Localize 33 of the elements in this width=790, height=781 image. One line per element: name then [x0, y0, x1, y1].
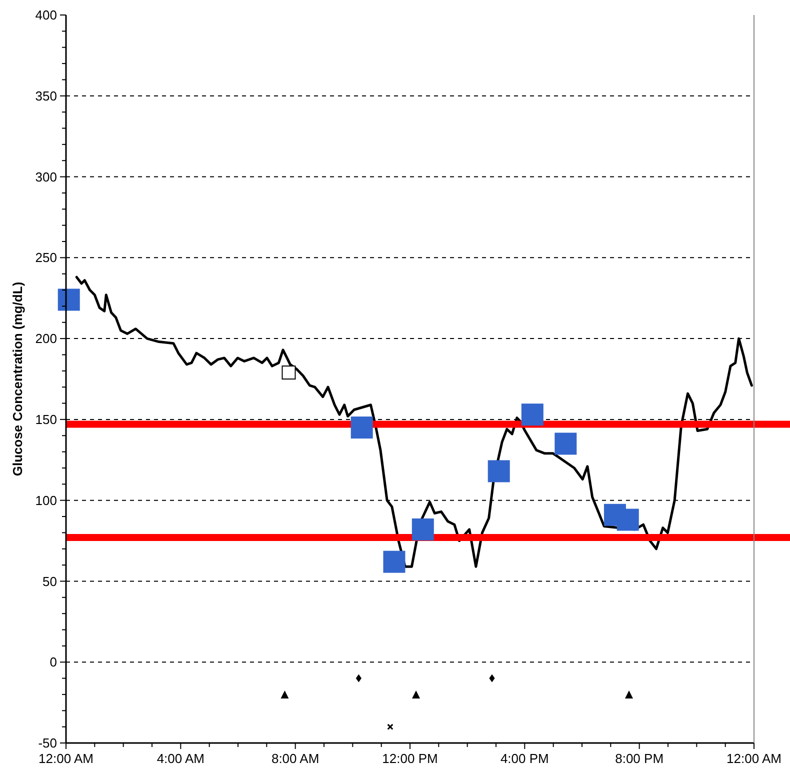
y-tick-label: 0	[50, 654, 57, 670]
point	[616, 508, 639, 531]
point	[412, 690, 420, 698]
x-tick-label: 8:00 PM	[615, 751, 664, 766]
x-tick-label: 12:00 PM	[382, 751, 438, 766]
point	[350, 416, 373, 439]
point	[387, 724, 394, 730]
point	[488, 460, 510, 482]
point	[625, 690, 634, 698]
y-tick-label: 400	[35, 8, 57, 23]
y-tick-label: 150	[35, 412, 57, 427]
point	[383, 550, 406, 573]
x-tick-label: 12:00 AM	[38, 751, 94, 766]
point	[280, 690, 289, 698]
y-tick-label: 250	[35, 250, 57, 266]
point	[489, 674, 495, 682]
point	[282, 366, 296, 380]
y-tick-label: 50	[42, 574, 57, 589]
y-tick-label: -50	[38, 736, 57, 751]
x-tick-label: 4:00 PM	[500, 751, 549, 766]
point	[356, 674, 362, 682]
y-tick-label: 200	[35, 331, 57, 346]
point	[412, 518, 434, 540]
x-tick-label: 12:00 AM	[726, 751, 782, 766]
y-axis-title: Glucose Concentration (mg/dL)	[10, 282, 25, 476]
x-tick-label: 4:00 AM	[156, 751, 205, 766]
point	[554, 432, 577, 455]
y-tick-label: 350	[35, 88, 57, 104]
point	[521, 404, 544, 426]
y-tick-label: 300	[35, 169, 57, 184]
x-tick-label: 8:00 AM	[271, 751, 320, 766]
point	[58, 288, 80, 311]
y-tick-label: 100	[35, 492, 57, 508]
